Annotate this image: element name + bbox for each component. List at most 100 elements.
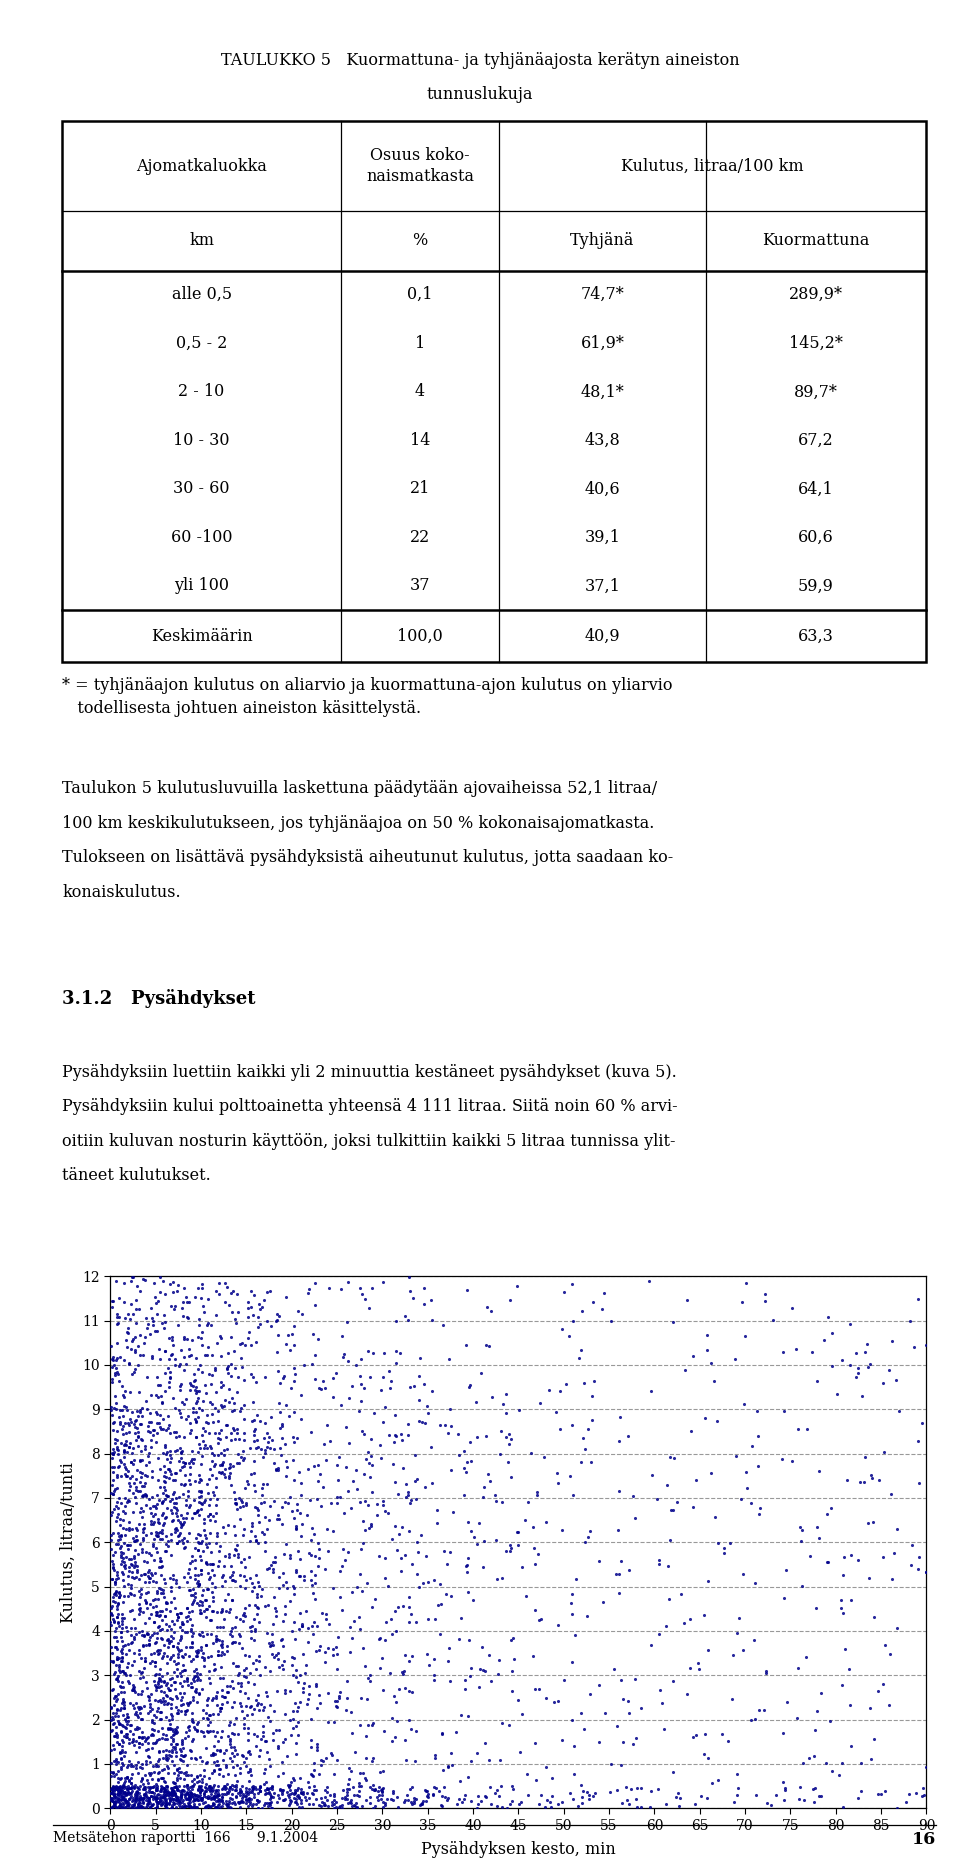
Point	[232, 1504, 248, 1534]
Point	[615, 1728, 631, 1758]
Point	[287, 1623, 302, 1653]
Point	[133, 1493, 149, 1523]
Point	[208, 1276, 224, 1306]
Point	[216, 1370, 231, 1400]
Point	[710, 1765, 726, 1795]
Point	[293, 1480, 308, 1510]
Point	[237, 1678, 252, 1707]
Point	[171, 1786, 186, 1816]
Point	[113, 1717, 129, 1747]
Point	[195, 1396, 210, 1426]
Point	[148, 1775, 163, 1804]
Point	[171, 1789, 186, 1819]
Point	[156, 1689, 172, 1719]
Point	[450, 1418, 466, 1448]
Point	[107, 1788, 122, 1817]
Point	[213, 1692, 228, 1722]
Point	[214, 1782, 229, 1812]
Point	[135, 1517, 151, 1547]
Point	[651, 1620, 666, 1650]
Point	[202, 1655, 217, 1685]
Point	[333, 1482, 348, 1511]
Point	[290, 1720, 305, 1750]
Point	[225, 1739, 240, 1769]
Point	[276, 1775, 291, 1804]
Point	[495, 1388, 511, 1418]
Point	[156, 1782, 171, 1812]
Point	[277, 1678, 293, 1707]
Point	[124, 1446, 139, 1476]
Point	[243, 1623, 258, 1653]
Point	[407, 1786, 422, 1816]
Point	[183, 1743, 199, 1773]
Point	[126, 1357, 141, 1386]
Point	[730, 1760, 745, 1789]
Point	[586, 1288, 601, 1317]
Point	[490, 1564, 505, 1594]
Point	[155, 1687, 170, 1717]
Point	[301, 1782, 317, 1812]
Point	[174, 1336, 189, 1366]
Point	[113, 1541, 129, 1571]
Point	[163, 1586, 179, 1616]
Point	[107, 1789, 122, 1819]
Point	[203, 1773, 218, 1803]
Point	[684, 1416, 699, 1446]
Point	[220, 1793, 235, 1823]
Point	[725, 1685, 740, 1715]
Point	[190, 1526, 205, 1556]
Point	[105, 1497, 120, 1526]
Point	[190, 1273, 205, 1302]
Point	[313, 1745, 328, 1775]
Point	[345, 1791, 360, 1821]
Point	[113, 1743, 129, 1773]
Point	[159, 1771, 175, 1801]
Point	[159, 1793, 175, 1823]
Point	[255, 1717, 271, 1747]
Point	[272, 1573, 287, 1603]
Point	[213, 1323, 228, 1353]
Point	[305, 1789, 321, 1819]
Point	[177, 1452, 192, 1482]
Point	[159, 1648, 175, 1678]
Point	[139, 1618, 155, 1648]
Point	[170, 1599, 185, 1629]
Point	[129, 1737, 144, 1767]
Point	[105, 1582, 120, 1612]
Point	[214, 1450, 229, 1480]
Point	[853, 1748, 869, 1778]
Point	[351, 1601, 367, 1631]
Point	[197, 1340, 212, 1370]
Point	[149, 1592, 164, 1622]
Point	[395, 1657, 410, 1687]
Point	[116, 1267, 132, 1297]
Point	[150, 1788, 165, 1817]
Point	[120, 1763, 135, 1793]
Point	[190, 1664, 205, 1694]
Point	[157, 1457, 173, 1487]
Point	[198, 1407, 213, 1437]
Point	[110, 1791, 126, 1821]
Point	[138, 1747, 154, 1776]
Point	[242, 1612, 257, 1642]
Point	[114, 1612, 130, 1642]
Point	[151, 1672, 166, 1702]
Point	[566, 1732, 582, 1762]
Point	[434, 1719, 449, 1748]
Point	[234, 1786, 250, 1816]
Text: 10 - 30: 10 - 30	[174, 431, 229, 450]
Point	[117, 1429, 132, 1459]
Point	[153, 1413, 168, 1442]
Point	[835, 1597, 851, 1627]
Point	[152, 1508, 167, 1538]
Point	[152, 1543, 167, 1573]
Point	[195, 1489, 210, 1519]
Point	[119, 1429, 134, 1459]
Point	[119, 1719, 134, 1748]
Point	[195, 1767, 210, 1797]
Point	[259, 1773, 275, 1803]
Point	[166, 1330, 181, 1360]
Point	[163, 1692, 179, 1722]
Point	[251, 1528, 266, 1558]
Point	[473, 1358, 489, 1388]
